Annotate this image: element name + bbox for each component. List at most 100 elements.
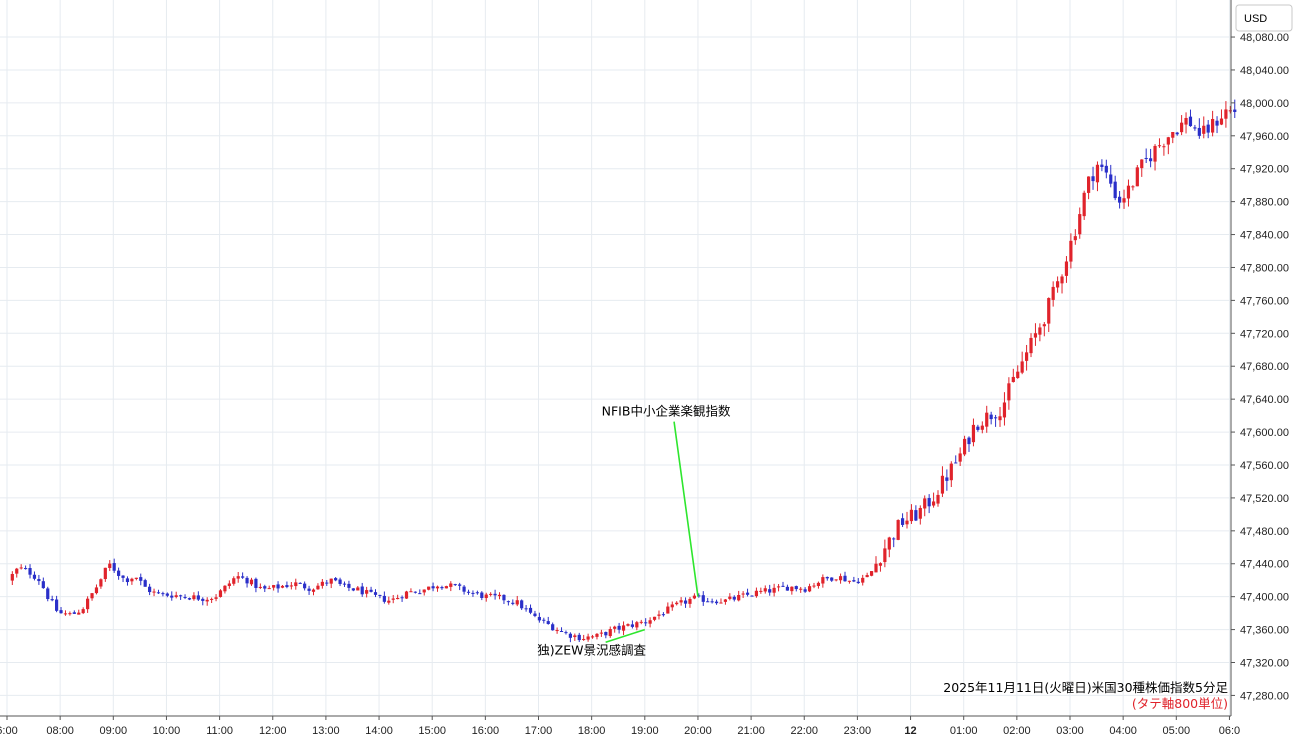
candle-body [1055,281,1060,288]
x-tick-label: 05:00 [1163,725,1191,737]
annotation-label: 独)ZEW景況感調査 [537,642,646,657]
candle-body [1233,109,1237,113]
candle-body [236,576,240,579]
candle-body [19,567,23,569]
candle-body [497,594,502,597]
candle-body [993,417,998,419]
candle-body [1193,127,1197,129]
candle-body [608,629,612,637]
candle-body [338,579,342,584]
candle-body [347,583,351,588]
candle-body [865,575,869,578]
candle-body [192,595,196,600]
candle-body [201,598,205,601]
candle-body [427,586,431,590]
candle-body [511,602,515,604]
candle-body [174,595,178,597]
candle-body [422,589,426,593]
candle-body [449,583,453,587]
candle-body [356,587,360,591]
candle-body [710,601,714,603]
candle-body [803,589,807,592]
candle-body [387,600,391,603]
candle-body [679,600,683,603]
candle-body [1100,164,1104,168]
candle-body [210,598,214,600]
y-tick-label: 47,560.00 [1240,460,1289,472]
candle-body [648,620,652,624]
candle-body [466,591,471,593]
candle-body [1033,333,1038,338]
candle-body [320,581,324,586]
candle-body [1091,176,1095,182]
candle-body [1157,145,1162,147]
candle-body [617,625,621,630]
candle-body [745,592,750,595]
x-tick-label: 11:00 [206,725,233,737]
candle-body [528,607,533,613]
candle-body [1171,132,1175,138]
candle-body [316,585,320,590]
candle-body [776,586,781,588]
candle-body [1002,402,1007,418]
candle-body [737,595,741,601]
candle-body [568,633,572,638]
candle-body [834,579,838,581]
candle-body [409,591,413,593]
candle-body [1122,198,1126,203]
x-tick-label: 22:00 [790,725,818,737]
candle-body [1219,118,1224,125]
candle-body [103,567,107,580]
candle-body [365,590,369,594]
candle-body [559,631,564,633]
candle-body [484,594,488,599]
candle-body [245,577,249,584]
candle-body [577,634,581,641]
candle-body [462,586,466,592]
candle-body [843,575,847,582]
candle-body [81,609,85,614]
candle-body [785,586,790,591]
candle-body [1042,324,1046,327]
y-tick-label: 48,080.00 [1240,32,1289,44]
candle-body [68,613,72,615]
candle-body [258,586,262,588]
candle-body [1095,164,1100,183]
candle-body [670,604,674,608]
candle-body [502,594,506,601]
candle-body [635,622,639,628]
candle-body [125,578,130,583]
candle-body [276,584,280,589]
candle-body [714,601,719,604]
x-tick-label: 19:00 [631,725,659,737]
candle-body [1135,167,1139,187]
candle-body [32,574,37,579]
x-tick-label: 04:00 [1109,725,1137,737]
y-tick-label: 47,480.00 [1240,526,1289,538]
candle-body [179,595,183,597]
x-tick-label: 08:00 [46,725,74,737]
candle-body [949,463,953,481]
candle-body [794,586,798,590]
candle-body [453,584,457,586]
candle-body [1047,298,1051,324]
candle-body [546,621,550,624]
candle-body [754,590,759,597]
candle-body [227,583,231,587]
candle-body [28,568,32,575]
candle-body [378,594,382,596]
x-tick-label: 6:00 [0,725,18,737]
candle-body [117,570,121,576]
candle-body [435,586,440,589]
candle-body [816,582,821,587]
x-tick-label: 17:00 [525,725,553,737]
candle-body [1202,125,1206,134]
candle-body [652,616,657,620]
candle-body [551,624,555,631]
x-tick-label: 03:00 [1056,725,1084,737]
candle-body [289,585,293,587]
candle-body [431,586,435,589]
candle-body [489,593,493,595]
candle-body [311,589,316,592]
candle-body [152,591,156,593]
